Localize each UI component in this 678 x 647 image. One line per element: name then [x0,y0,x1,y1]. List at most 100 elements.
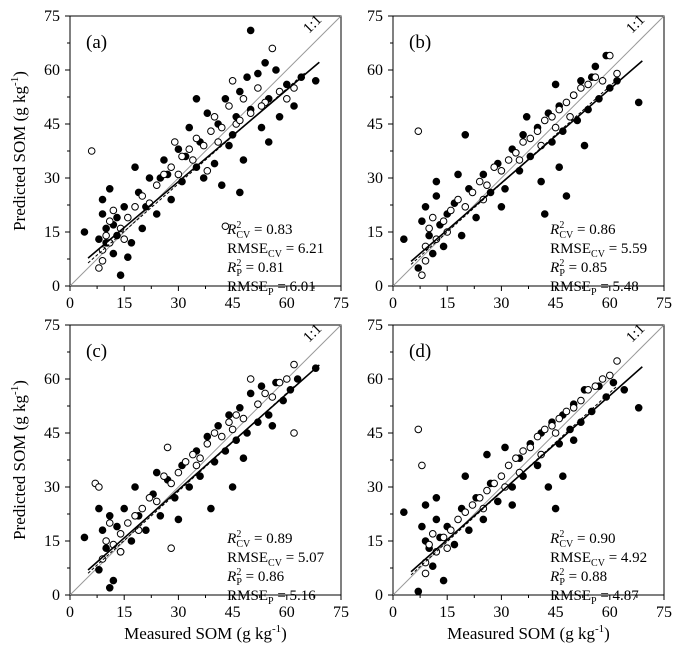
validation-point [167,479,175,488]
calibration-point [185,483,194,491]
stat-value: = 0.89 [250,531,292,547]
validation-point [497,167,506,175]
calibration-point [400,508,408,517]
calibration-point [228,483,237,491]
y-tick-label: 75 [44,8,60,25]
stat-r2-cv: R2 CV = 0.83 [226,220,292,241]
calibration-point [275,113,284,121]
subscript: CV [591,558,606,569]
validation-point [178,152,186,161]
calibration-point [120,504,128,513]
calibration-point [432,494,441,502]
validation-point [239,414,248,423]
calibration-point [80,228,89,236]
calibration-point [311,77,320,85]
validation-point [160,472,168,481]
validation-point [569,91,578,99]
calibration-point [497,203,506,211]
calibration-point [131,163,139,171]
calibration-point [105,185,114,193]
validation-point [533,127,542,135]
validation-point [566,113,574,121]
validation-point [418,461,426,470]
validation-point [124,213,132,222]
validation-point [497,472,506,481]
x-axis-label: Measured SOM (g kg-1) [124,623,287,643]
validation-point [167,163,175,171]
calibration-point [156,512,165,520]
validation-point [584,80,592,89]
y-tick-label: 60 [367,62,383,79]
stat-value: = 5.48 [597,279,639,295]
x-tick-label: 0 [389,604,397,621]
calibration-point [569,436,578,445]
superscript: 2 [559,529,564,540]
stat-r2-p: R2 P = 0.85 [549,258,607,279]
calibration-point [293,375,302,383]
label-text: ) [10,380,29,386]
superscript: -1 [9,77,21,86]
stat-symbol: RMSE [227,588,268,604]
label-text: Predicted SOM (g kg [10,394,29,539]
validation-point [537,450,545,459]
y-tick-label: 30 [44,479,60,496]
x-tick-label: 15 [439,604,455,621]
calibration-point [425,231,433,240]
validation-point [490,479,498,488]
validation-point [461,203,470,211]
calibration-point [537,177,545,186]
one-to-one-line [69,15,342,287]
validation-point [170,138,179,146]
stat-symbol: R [226,260,236,276]
y-tick-label: 45 [44,116,60,133]
stat-symbol: R [226,222,236,238]
stat-value: = 0.85 [565,260,607,276]
stat-value: = 6.21 [282,241,324,257]
validation-point [548,422,556,430]
y-tick-label: 0 [52,278,60,295]
validation-point [483,181,491,189]
x-tick-label: 15 [439,295,455,312]
validation-point [598,375,607,383]
calibration-point [185,123,194,132]
stat-symbol: RMSE [550,550,591,566]
subscript: CV [268,558,283,569]
calibration-point [116,271,125,280]
calibration-point [400,235,408,243]
calibration-point [551,80,560,89]
calibration-point [609,378,618,387]
stat-r2-cv: R2 CV = 0.89 [226,529,292,550]
calibration-point [225,141,233,150]
validation-point [454,515,462,524]
validation-point [591,382,600,391]
superscript: 2 [236,220,241,231]
validation-point [236,116,244,125]
calibration-fit-line [410,60,643,262]
calibration-point [526,152,535,161]
validation-point [98,257,107,265]
subscript: CV [268,249,283,260]
validation-point [439,533,448,542]
x-tick-label: 45 [548,604,564,621]
validation-point [152,497,161,506]
calibration-point [414,264,423,272]
calibration-point [127,537,136,545]
validation-point [461,508,470,517]
validation-point [577,84,585,92]
stat-value: = 0.86 [573,222,616,238]
validation-point [152,181,161,189]
validation-point [425,224,433,233]
x-tick-label: 60 [279,295,295,312]
validation-point [217,123,226,132]
calibration-point [217,181,226,189]
calibration-point [533,461,542,470]
panel-label: (d) [409,341,431,362]
validation-point [555,105,564,114]
validation-point [192,134,201,143]
calibration-point [120,203,128,211]
y-tick-label: 0 [52,587,60,604]
validation-point [95,483,103,491]
x-tick-label: 30 [493,604,509,621]
validation-point [428,213,437,222]
validation-point [257,102,266,110]
